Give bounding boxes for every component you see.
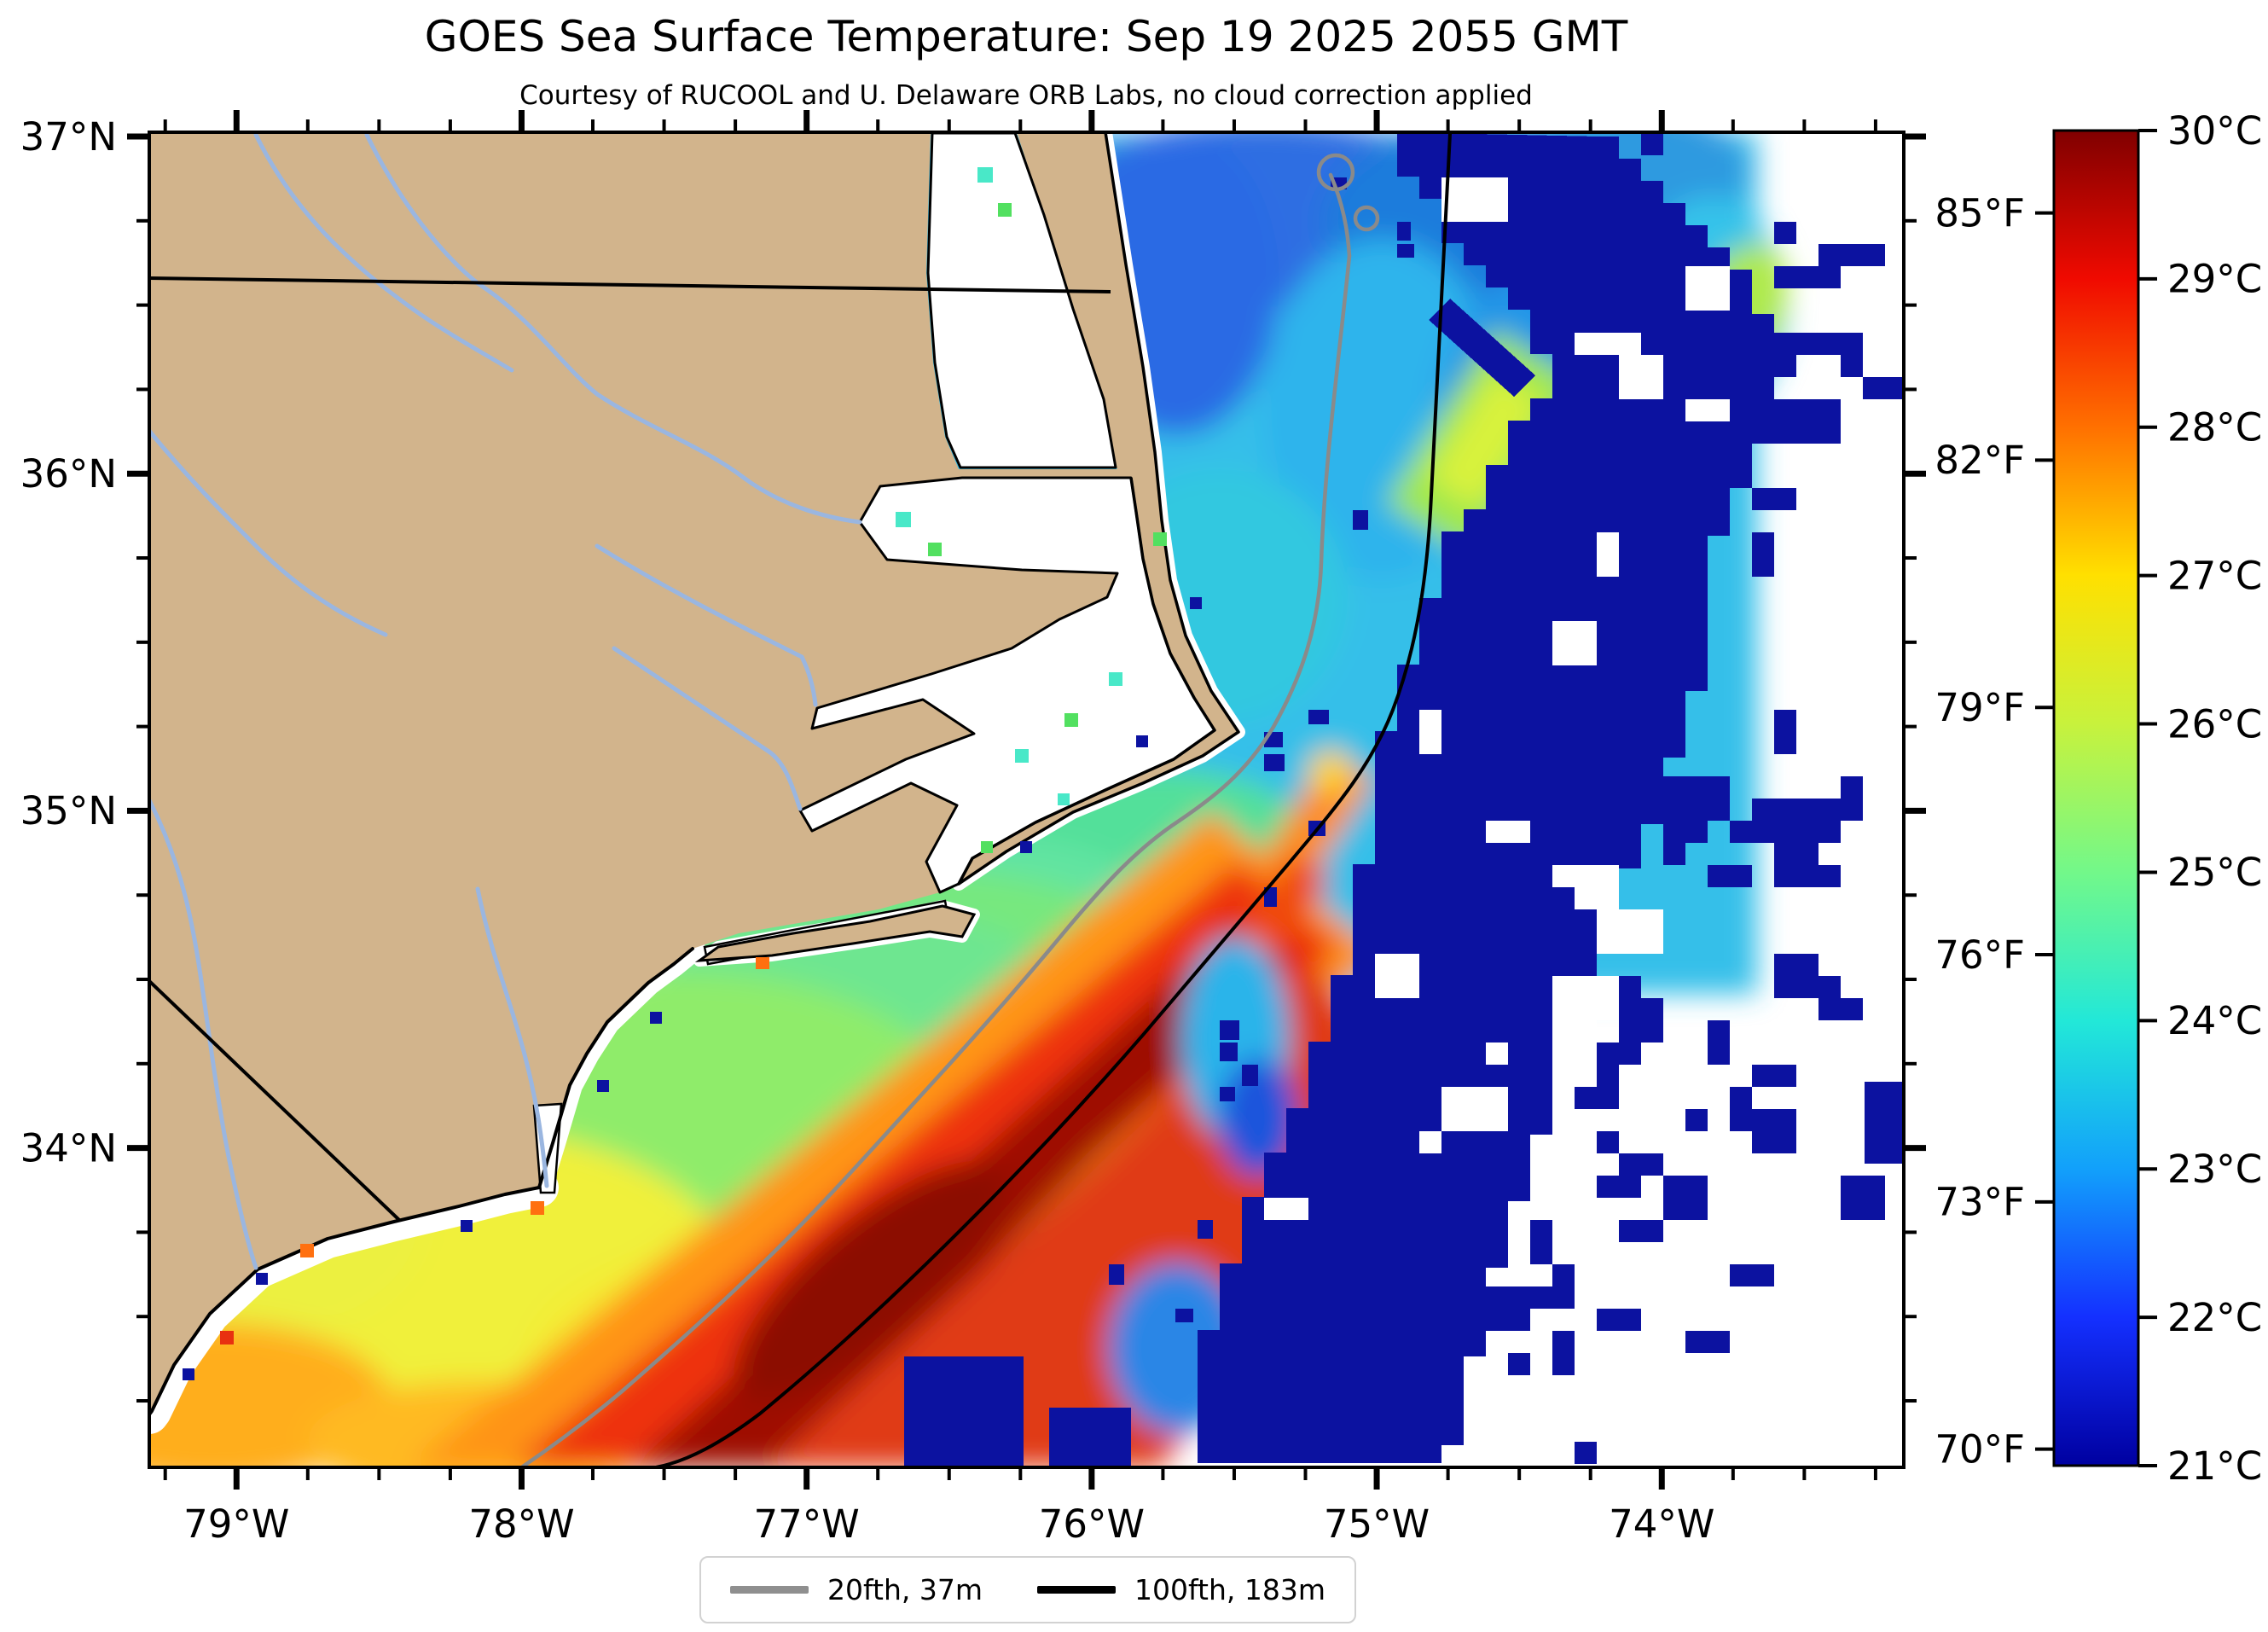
svg-text:30°C: 30°C [2167, 108, 2262, 154]
svg-text:76°W: 76°W [1039, 1501, 1145, 1547]
map-plot-area [149, 132, 1904, 1467]
isobath-100fth [654, 132, 1452, 1467]
svg-text:70°F: 70°F [1934, 1426, 2025, 1472]
sound-pixels [183, 167, 1202, 1380]
cloud-nodata-field [904, 132, 1904, 1467]
svg-text:79°W: 79°W [183, 1501, 289, 1547]
svg-text:82°F: 82°F [1934, 438, 2025, 483]
svg-text:74°W: 74°W [1609, 1501, 1714, 1547]
sounds-estuaries [800, 133, 1215, 892]
svg-text:76°F: 76°F [1934, 932, 2025, 978]
isobath-20fth [520, 153, 1380, 1467]
svg-text:73°F: 73°F [1934, 1180, 2025, 1225]
svg-text:75°W: 75°W [1324, 1501, 1430, 1547]
svg-text:29°C: 29°C [2167, 257, 2262, 302]
svg-text:34°N: 34°N [20, 1125, 117, 1170]
cape-lookout-banks [694, 904, 977, 962]
svg-text:78°W: 78°W [468, 1501, 574, 1547]
legend: 20fth, 37m 100fth, 183m [699, 1556, 1356, 1623]
map-axes: 79°W 78°W 77°W 76°W 75°W 74°W 37°N 36°N 35°N 34°N [20, 110, 1926, 1547]
figure-title: GOES Sea Surface Temperature: Sep 19 202… [424, 12, 1628, 61]
colorbar: 30°C 29°C 28°C 27°C 26°C 25°C 24°C 23°C 22°C 21°C… [1934, 108, 2262, 1489]
svg-text:27°C: 27°C [2167, 553, 2262, 598]
legend-label-20fth: 20fth, 37m [827, 1573, 983, 1606]
svg-text:28°C: 28°C [2167, 405, 2262, 450]
svg-text:85°F: 85°F [1934, 190, 2025, 235]
figure-subtitle: Courtesy of RUCOOL and U. Delaware ORB L… [519, 80, 1533, 111]
svg-text:77°W: 77°W [754, 1501, 860, 1547]
state-borders [149, 276, 1111, 1222]
svg-text:26°C: 26°C [2167, 701, 2262, 746]
svg-text:37°N: 37°N [20, 114, 117, 160]
svg-text:22°C: 22°C [2167, 1295, 2262, 1340]
svg-text:79°F: 79°F [1934, 685, 2025, 730]
svg-text:25°C: 25°C [2167, 850, 2262, 895]
svg-text:21°C: 21°C [2167, 1443, 2262, 1489]
svg-text:35°N: 35°N [20, 788, 117, 833]
legend-item-100fth: 100fth, 183m [1037, 1573, 1325, 1606]
legend-item-20fth: 20fth, 37m [730, 1573, 983, 1606]
legend-label-100fth: 100fth, 183m [1134, 1573, 1325, 1606]
svg-text:36°N: 36°N [20, 451, 117, 497]
landmass [149, 132, 1238, 1414]
rivers [149, 132, 862, 1270]
legend-swatch-100fth [1037, 1586, 1116, 1594]
svg-text:23°C: 23°C [2167, 1147, 2262, 1192]
legend-swatch-20fth [730, 1586, 809, 1594]
svg-text:24°C: 24°C [2167, 998, 2262, 1043]
